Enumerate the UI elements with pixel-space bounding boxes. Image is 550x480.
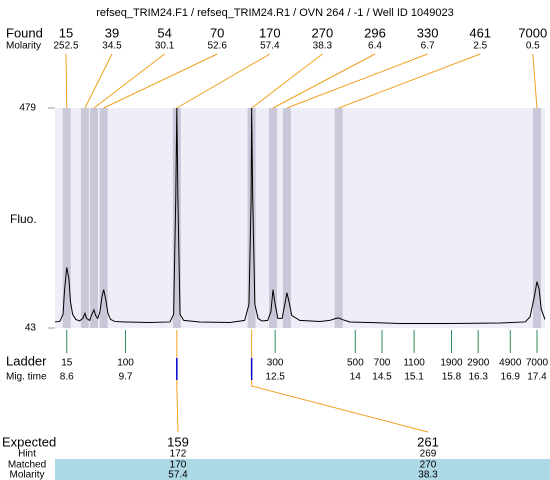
trace <box>54 107 546 324</box>
peak-band <box>532 108 541 328</box>
found-connector <box>251 53 323 109</box>
peak-band <box>172 108 181 328</box>
ladder-size: 2900 <box>467 358 490 369</box>
y-tick-label: 43 <box>25 323 37 334</box>
ladder-size: 100 <box>117 358 134 369</box>
hint-label: Hint <box>18 449 36 460</box>
ladder-size: 15 <box>61 358 73 369</box>
expected-connector <box>251 380 429 433</box>
found-molarity: 0.5 <box>526 41 540 52</box>
y-tick-label: 479 <box>19 103 36 114</box>
expected-label: Expected <box>2 434 56 449</box>
found-connector <box>176 53 271 109</box>
found-size: 296 <box>364 25 386 40</box>
peak-band <box>247 108 256 328</box>
found-size: 170 <box>259 25 281 40</box>
expected-hint: 172 <box>170 449 187 460</box>
found-label: Found <box>6 25 43 40</box>
mig-time-label: Mig. time <box>6 372 47 383</box>
ladder-time: 15.1 <box>404 372 424 383</box>
found-connector <box>65 53 68 109</box>
found-connector <box>286 53 428 109</box>
ladder-label: Ladder <box>6 353 47 368</box>
ladder-time: 16.9 <box>501 372 521 383</box>
found-connector <box>84 53 113 109</box>
peak-band <box>99 108 108 328</box>
found-molarity: 6.4 <box>368 41 382 52</box>
expected-matched: 270 <box>420 460 437 471</box>
ladder-size: 300 <box>267 358 284 369</box>
found-molarity: 34.5 <box>102 41 122 52</box>
peak-band <box>90 108 99 328</box>
ladder-size: 1900 <box>440 358 463 369</box>
ladder-time: 12.5 <box>265 372 285 383</box>
found-size: 270 <box>312 25 334 40</box>
found-molarity: 38.3 <box>313 41 333 52</box>
found-connector <box>338 53 481 109</box>
found-molarity: 252.5 <box>53 41 78 52</box>
found-molarity: 6.7 <box>421 41 435 52</box>
ladder-size: 1100 <box>403 358 425 369</box>
ladder-size: 500 <box>347 358 364 369</box>
found-size: 15 <box>59 25 73 40</box>
found-size: 7000 <box>518 25 547 40</box>
ladder-size: 700 <box>374 358 391 369</box>
ladder-time: 16.3 <box>468 372 488 383</box>
expected-size: 159 <box>167 434 189 449</box>
peak-band <box>269 108 278 328</box>
peak-band <box>62 108 71 328</box>
found-molarity: 2.5 <box>473 41 487 52</box>
found-connector <box>103 53 218 109</box>
ladder-time: 9.7 <box>119 372 133 383</box>
matched-highlight <box>55 459 550 480</box>
peak-band <box>334 108 343 328</box>
found-molarity: 57.4 <box>260 41 280 52</box>
found-size: 54 <box>157 25 171 40</box>
found-molarity: 52.6 <box>207 41 227 52</box>
ladder-time: 17.4 <box>527 372 547 383</box>
ladder-time: 14 <box>350 372 362 383</box>
y-axis-label: Fluo. <box>10 212 37 226</box>
title: refseq_TRIM24.F1 / refseq_TRIM24.R1 / OV… <box>96 7 453 19</box>
found-connector <box>272 53 376 109</box>
found-connector <box>532 53 538 109</box>
expected-connector <box>176 380 179 433</box>
molarity-label: Molarity <box>9 470 44 480</box>
ladder-time: 15.8 <box>442 372 462 383</box>
found-size: 70 <box>210 25 224 40</box>
found-size: 461 <box>469 25 491 40</box>
ladder-size: 4900 <box>499 358 522 369</box>
found-molarity: 30.1 <box>155 41 175 52</box>
found-connector <box>93 53 165 109</box>
expected-molarity: 38.3 <box>418 470 438 480</box>
expected-hint: 269 <box>420 449 437 460</box>
ladder-time: 8.6 <box>60 372 74 383</box>
expected-size: 261 <box>417 434 439 449</box>
plot-area <box>55 108 545 328</box>
expected-molarity: 57.4 <box>168 470 188 480</box>
ladder-time: 14.5 <box>372 372 392 383</box>
ladder-size: 7000 <box>526 358 549 369</box>
peak-band <box>282 108 291 328</box>
expected-matched: 170 <box>170 460 187 471</box>
matched-label: Matched <box>8 460 46 471</box>
found-size: 39 <box>105 25 119 40</box>
found-molarity-label: Molarity <box>6 41 41 52</box>
peak-band <box>80 108 89 328</box>
found-size: 330 <box>417 25 439 40</box>
